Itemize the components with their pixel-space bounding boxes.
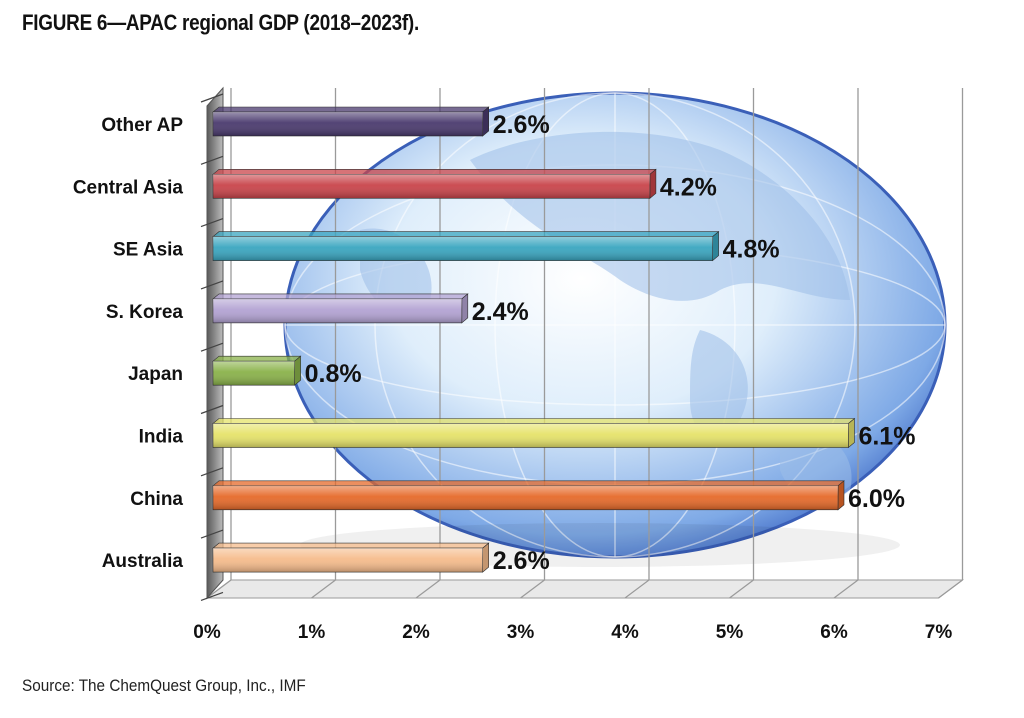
floor-gridline: [311, 579, 336, 599]
x-tick-label: 0%: [193, 622, 221, 643]
x-tick-label: 3%: [507, 622, 535, 643]
x-tick-label: 5%: [716, 622, 744, 643]
bar: [212, 293, 469, 324]
bar: [212, 480, 845, 511]
bar: [212, 168, 657, 199]
x-tick-label: 6%: [820, 622, 848, 643]
floor-gridline: [520, 579, 545, 599]
x-tick-label: 4%: [611, 622, 639, 643]
category-label: Australia: [102, 551, 184, 572]
data-label: 4.2%: [660, 173, 717, 201]
floor-gridline: [729, 579, 754, 599]
left-wall: [206, 86, 224, 600]
axis-wall: [200, 86, 224, 601]
floor-gridline: [833, 579, 859, 599]
data-label: 4.8%: [723, 236, 780, 264]
bars: [212, 106, 856, 573]
data-label: 2.6%: [493, 111, 550, 139]
data-labels: 2.6% 4.2% 4.8% 2.4% 0.8% 6.1% 6.0% 2.6%: [305, 111, 916, 575]
y-tick-mark: [200, 93, 224, 103]
y-tick-mark: [200, 529, 224, 539]
y-tick-mark: [200, 342, 224, 352]
bar: [212, 417, 856, 449]
category-label: India: [139, 427, 184, 448]
category-label: S. Korea: [106, 302, 184, 323]
source-note: Source: The ChemQuest Group, Inc., IMF: [22, 676, 306, 695]
y-tick-mark: [200, 218, 224, 228]
bar: [212, 542, 490, 573]
bar: [212, 106, 490, 137]
category-labels: Other AP Central Asia SE Asia S. Korea Japan…: [73, 115, 184, 572]
y-tick-mark: [200, 280, 224, 290]
y-tick-mark: [200, 404, 224, 415]
bar: [212, 355, 302, 386]
floor-gridline: [624, 579, 650, 599]
y-tick-mark: [200, 467, 224, 477]
x-tick-label: 7%: [925, 622, 953, 643]
data-label: 6.1%: [858, 423, 915, 451]
category-label: Other AP: [101, 115, 183, 136]
floor-gridline: [206, 579, 232, 599]
x-tick-label: 1%: [298, 622, 326, 643]
data-label: 2.4%: [472, 298, 529, 326]
figure-title: FIGURE 6—APAC regional GDP (2018–2023f).: [22, 10, 419, 35]
category-label: Central Asia: [73, 177, 184, 198]
x-tick-label: 2%: [402, 622, 430, 643]
category-label: SE Asia: [113, 240, 183, 261]
y-tick-mark: [200, 591, 224, 601]
data-label: 6.0%: [848, 485, 905, 513]
data-label: 2.6%: [493, 547, 550, 575]
chart-floor: [205, 579, 964, 599]
bar: [212, 230, 720, 262]
floor-gridline: [938, 579, 963, 599]
floor-gridline: [415, 579, 441, 599]
category-label: China: [130, 489, 183, 510]
y-tick-mark: [200, 155, 224, 165]
data-label: 0.8%: [305, 360, 362, 388]
category-label: Japan: [128, 364, 183, 385]
x-tick-labels: 0% 1% 2% 3% 4% 5% 6% 7%: [193, 622, 952, 643]
